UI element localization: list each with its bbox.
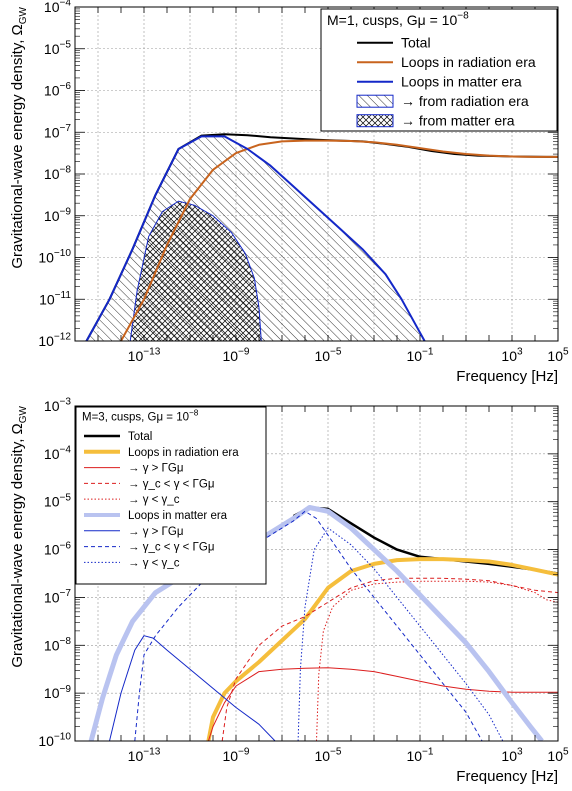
series-line [120,139,558,341]
x-axis-label: Frequency [Hz] [456,768,558,785]
legend-label: → γ < γ_c [128,557,180,569]
x-tick-label: 10−13 [128,747,161,764]
y-tick-label: 10−10 [38,732,71,749]
y-tick-label: 10−4 [44,0,71,15]
legend-label: Loops in radiation era [401,54,536,70]
x-tick-label: 103 [501,747,523,764]
legend-label: Loops in matter era [401,74,522,90]
y-tick-label: 10−6 [44,81,71,98]
plot-frame [74,405,559,742]
y-tick-label: 10−12 [38,332,71,349]
x-tick-label: 10−5 [314,747,341,764]
series-line [221,577,558,741]
y-tick-label: 10−8 [44,165,71,182]
y-tick-label: 10−6 [44,540,71,557]
series-line [88,505,544,741]
y-tick-label: 10−9 [44,684,71,701]
y-tick-label: 10−8 [44,636,71,653]
legend-label: Total [128,431,152,443]
plot-area [88,505,558,741]
series-line [109,635,276,741]
legend-box [320,8,558,132]
x-tick-label: 10−1 [406,347,433,364]
y-tick-label: 10−10 [38,248,71,265]
legend-label: → γ < γ_c [128,494,180,506]
series-line [297,527,504,741]
legend: M=1, cusps, Gμ = 10−8 Total Loops in radia… [320,8,558,132]
legend-label: Total [401,35,431,51]
hatched-area-crosshatch [129,200,262,341]
x-tick-label: 10−5 [314,347,341,364]
y-tick-label: 10−7 [44,588,71,605]
series-line [207,667,558,741]
legend-header: M=3, cusps, Gμ = 10−8 [82,408,199,423]
legend-swatch [356,94,394,108]
x-axis-label: Frequency [Hz] [456,368,558,385]
legend-label: → γ_c < γ < ΓGμ [128,478,214,490]
x-tick-label: 10−1 [406,747,433,764]
plot-area [85,133,558,341]
y-tick-label: 10−4 [44,445,71,462]
y-axis-label: Gravitational-wave energy density, ΩGW [9,405,29,667]
legend-label: → from radiation era [401,93,529,109]
legend: M=3, cusps, Gμ = 10−8 Total Loops in radia… [75,406,267,585]
x-tick-label: 103 [501,347,523,364]
x-tick-label: 10−9 [222,347,249,364]
x-tick-label: 105 [547,347,569,364]
legend-label: → γ_c < γ < ΓGμ [128,542,214,554]
series-line [134,510,483,741]
legend-label: Loops in matter era [128,510,228,522]
y-tick-label: 10−9 [44,206,71,223]
x-tick-label: 105 [547,747,569,764]
legend-label: → γ > ΓGμ [128,463,183,475]
y-tick-label: 10−7 [44,123,71,140]
series-line [206,557,558,741]
series-line [85,135,426,341]
legend-label: → γ > ΓGμ [128,526,183,538]
legend-label: → from matter era [401,113,515,129]
y-tick-label: 10−11 [39,290,71,307]
y-axis-label: Gravitational-wave energy density, ΩGW [9,6,29,268]
legend-label: Loops in radiation era [128,447,239,459]
y-tick-label: 10−5 [44,492,71,509]
legend-header: M=1, cusps, Gμ = 10−8 [327,11,469,28]
y-tick-label: 10−5 [44,39,71,56]
x-tick-label: 10−9 [222,747,249,764]
legend-swatch [356,114,394,128]
bottom-chart: 10−13 10−9 10−5 10−1 103 105 10−10 10−9 10−8 10−7… [9,397,569,785]
x-tick-label: 10−13 [128,347,161,364]
top-chart: 10−13 10−9 10−5 10−1 103 105 10−12 10−11 10−10 10… [9,0,569,385]
y-tick-label: 10−3 [44,397,71,414]
